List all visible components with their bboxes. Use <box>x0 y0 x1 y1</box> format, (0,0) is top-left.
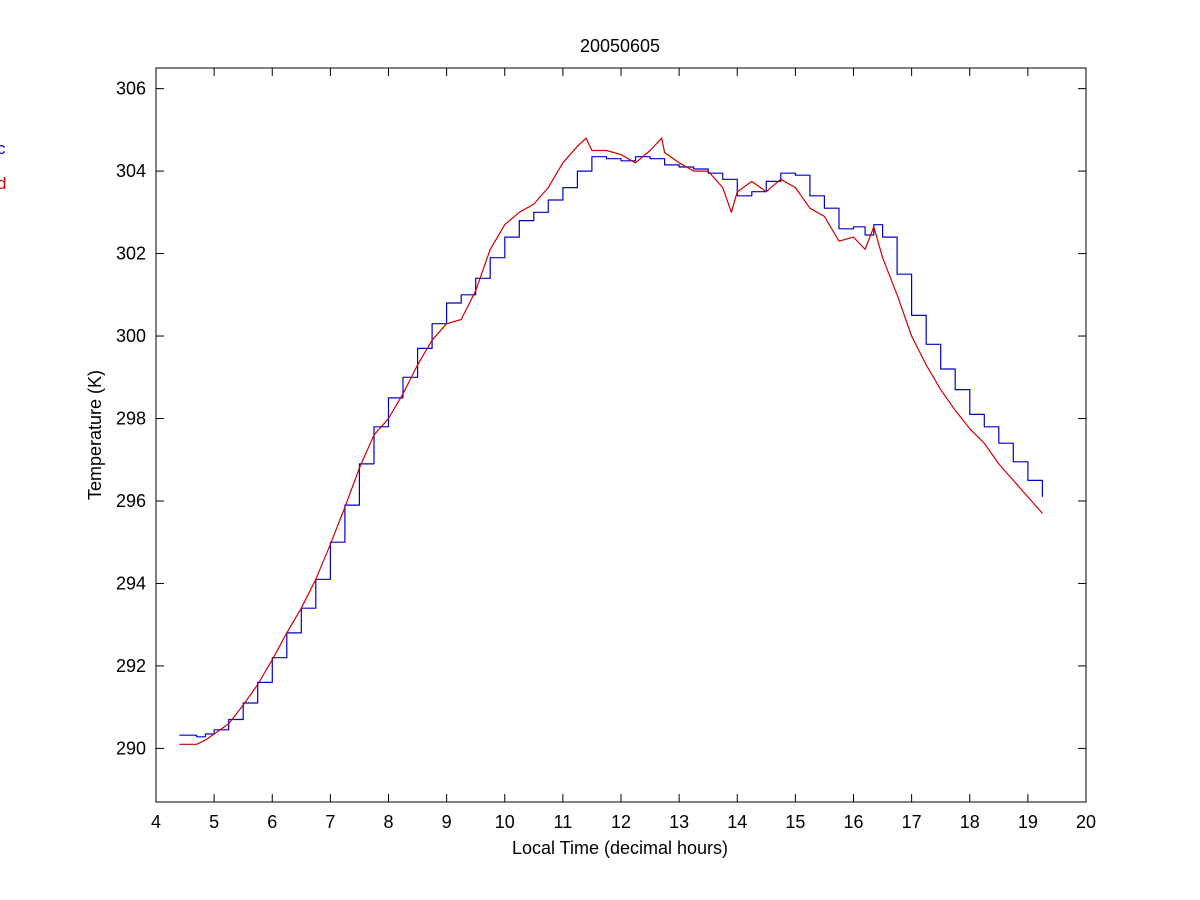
y-tick-label: 302 <box>116 244 146 264</box>
x-tick-label: 11 <box>554 812 573 832</box>
x-tick-label: 14 <box>727 812 747 832</box>
x-tick-label: 18 <box>960 812 980 832</box>
x-tick-label: 20 <box>1076 812 1096 832</box>
legend-entry-c: c <box>0 139 6 158</box>
x-tick-label: 4 <box>151 812 161 832</box>
x-tick-label: 10 <box>495 812 515 832</box>
plot-area: 4 5 6 7 8 9 10 11 12 13 14 15 16 17 18 19 20 29029229429… <box>116 67 1096 832</box>
legend-entry-d: d <box>0 174 6 193</box>
y-tick-label: 300 <box>116 326 146 346</box>
y-tick-label: 304 <box>116 161 146 181</box>
x-tick-label: 16 <box>843 812 863 832</box>
x-tick-label: 7 <box>325 812 335 832</box>
x-tick-label: 6 <box>267 812 277 832</box>
x-tick-label: 12 <box>611 812 631 832</box>
series-line-c <box>179 156 1043 738</box>
x-tick-label: 13 <box>669 812 689 832</box>
x-tick-label: 8 <box>383 812 393 832</box>
y-axis-label: Temperature (K) <box>85 370 105 500</box>
legend: c d <box>0 139 6 193</box>
y-tick-label: 292 <box>116 656 146 676</box>
y-tick-label: 294 <box>116 573 146 593</box>
y-tick-label: 296 <box>116 491 146 511</box>
series-layer <box>179 137 1043 745</box>
y-tick-label: 306 <box>116 79 146 99</box>
x-tick-label: 9 <box>442 812 452 832</box>
x-tick-label: 5 <box>209 812 219 832</box>
x-axis-label: Local Time (decimal hours) <box>512 838 728 858</box>
y-tick-label: 290 <box>116 738 146 758</box>
x-tick-label: 15 <box>785 812 805 832</box>
x-tick-label: 17 <box>902 812 922 832</box>
chart-title: 20050605 <box>580 36 660 56</box>
series-line-d <box>179 137 1043 745</box>
y-axis-ticks: 290 292 294 296 298 300 302 304 306 <box>116 79 1086 758</box>
x-tick-label: 19 <box>1018 812 1038 832</box>
x-axis-ticks: 4 5 6 7 8 9 10 11 12 13 14 15 16 17 18 19 20 <box>151 68 1096 832</box>
y-tick-label: 298 <box>116 409 146 429</box>
